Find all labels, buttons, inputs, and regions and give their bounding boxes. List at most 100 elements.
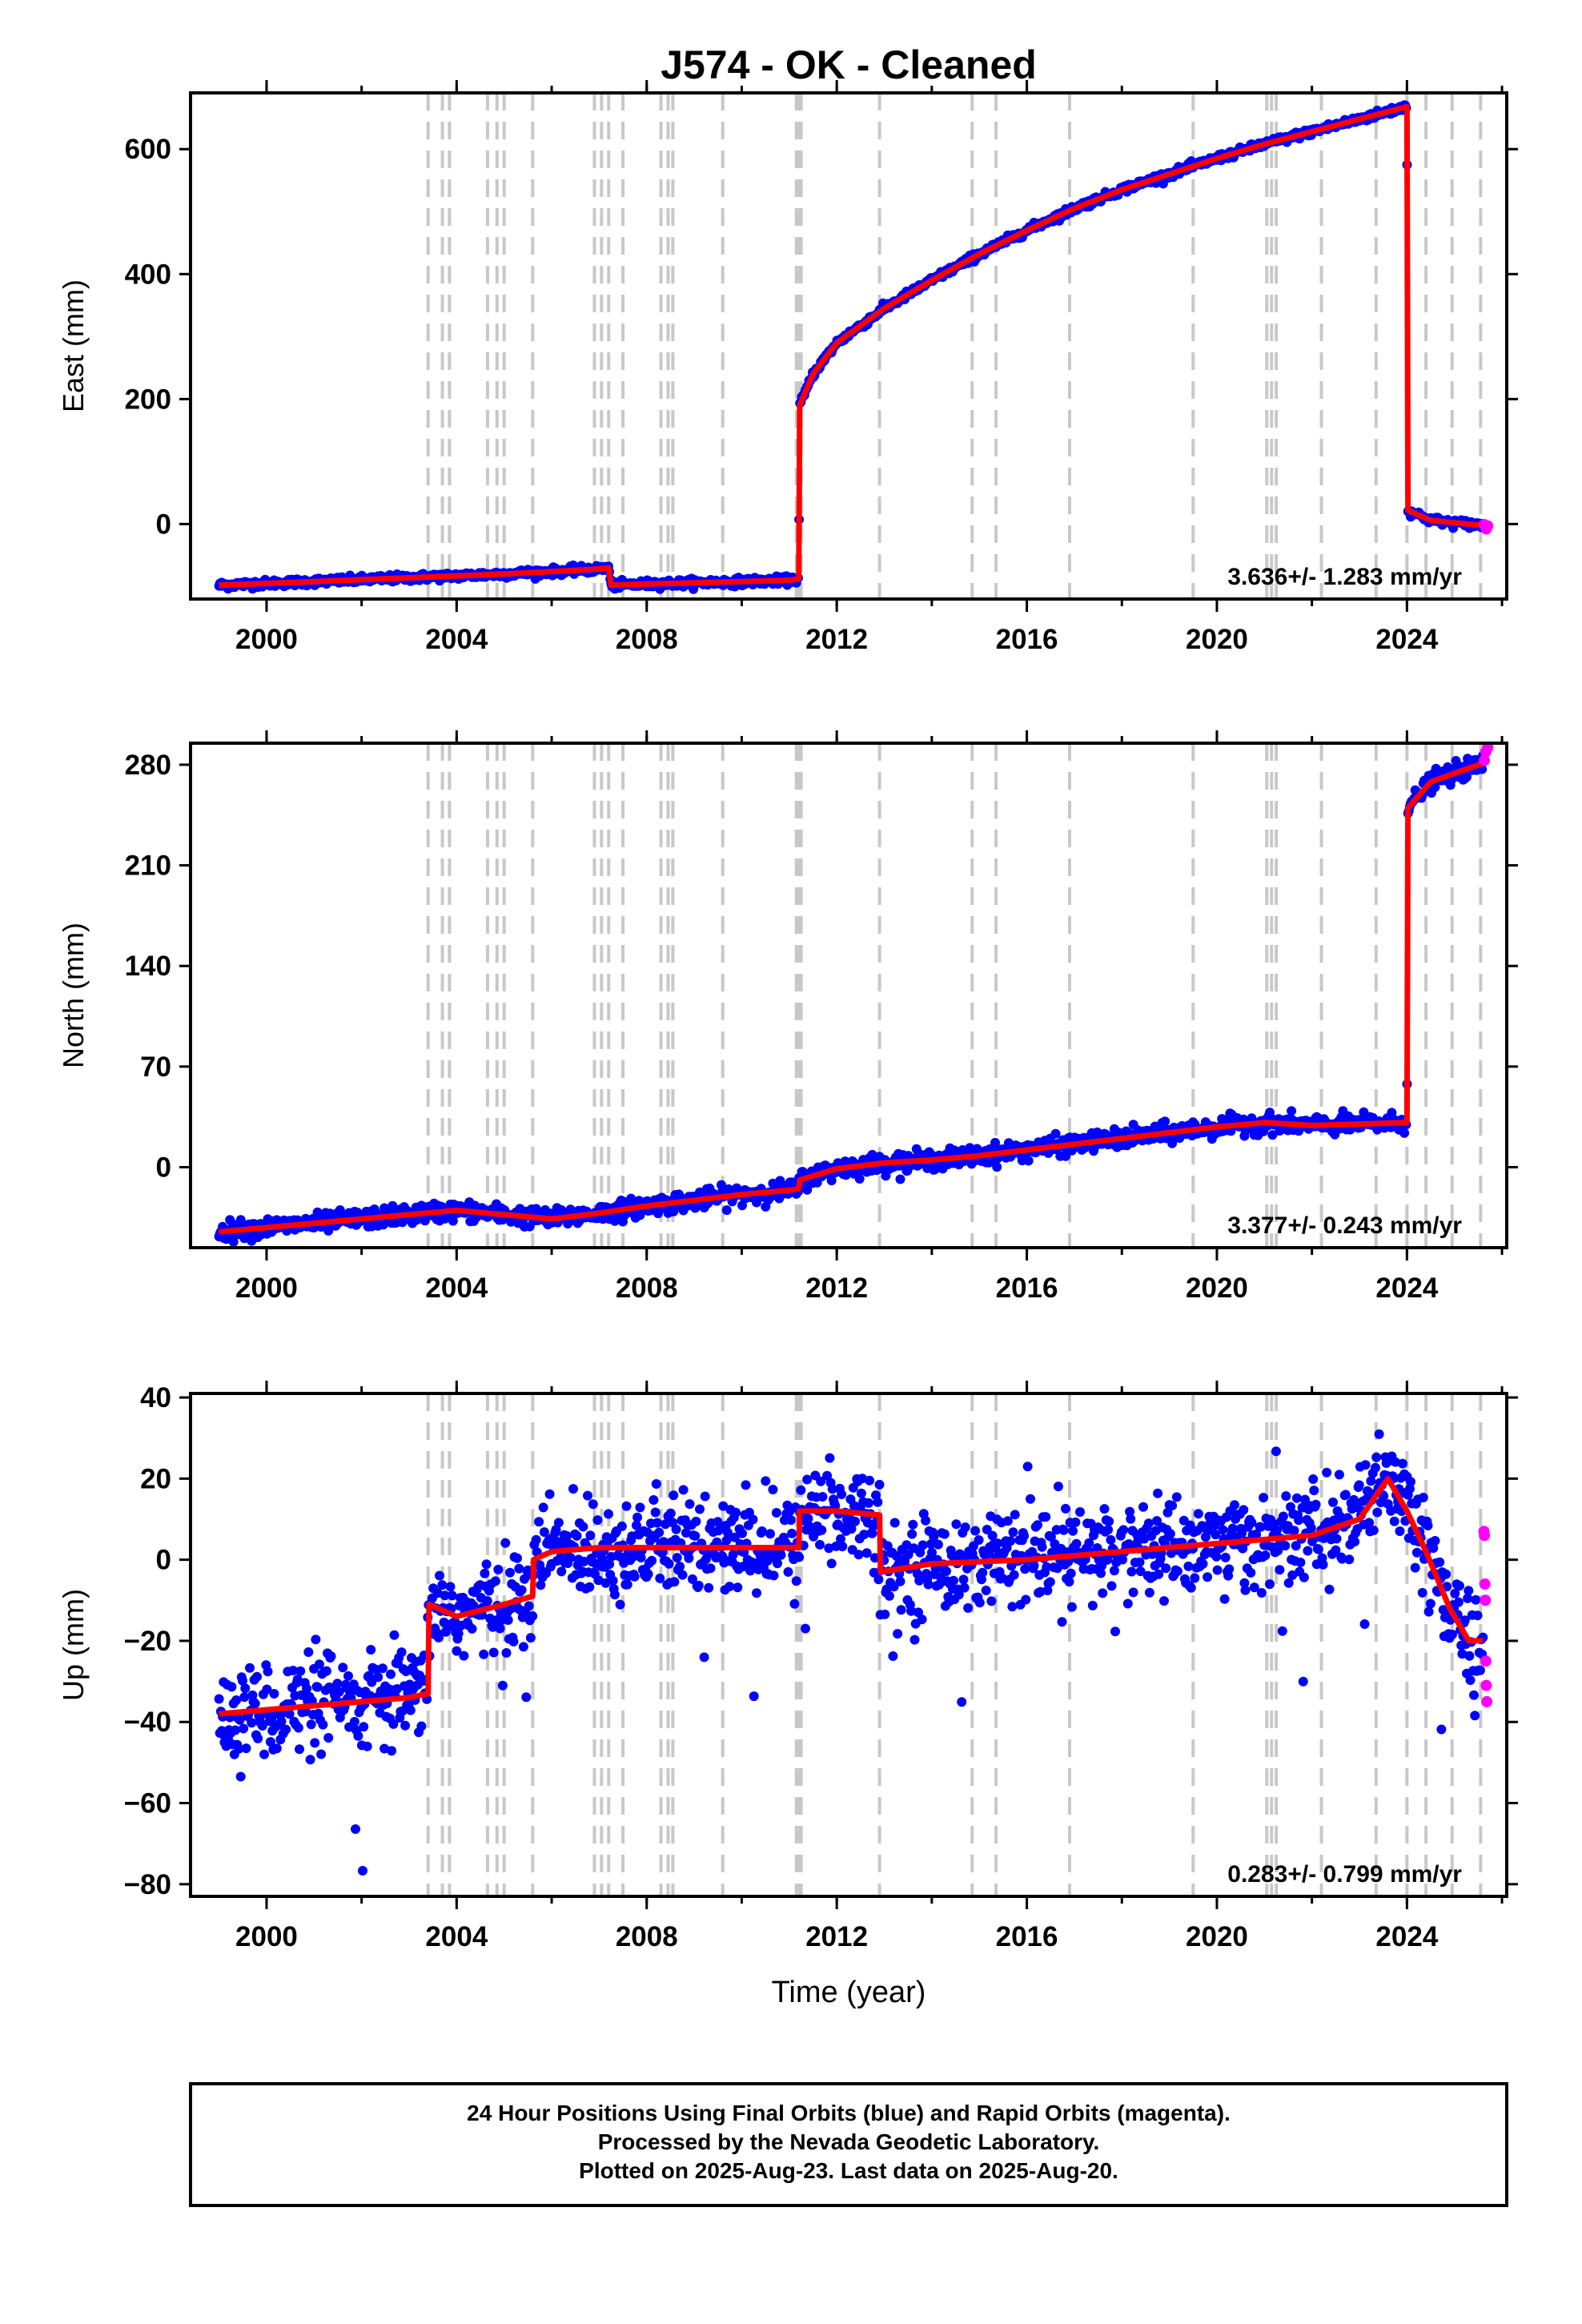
up-final-point: [387, 1746, 397, 1756]
up-final-point: [516, 1585, 527, 1595]
up-final-point: [467, 1623, 477, 1634]
up-final-point: [769, 1570, 779, 1581]
up-final-point: [856, 1488, 866, 1498]
up-final-point: [1066, 1602, 1077, 1612]
north-final-point: [721, 1205, 732, 1216]
up-final-point: [1469, 1690, 1479, 1700]
up-ytick-label: −20: [124, 1626, 171, 1657]
up-final-point: [957, 1697, 967, 1707]
up-final-point: [1309, 1486, 1319, 1496]
up-final-point: [495, 1623, 505, 1634]
up-final-point: [1104, 1516, 1114, 1526]
up-final-point: [514, 1563, 524, 1574]
up-final-point: [635, 1502, 645, 1513]
up-rapid-point: [1480, 1655, 1492, 1667]
up-final-point: [771, 1508, 781, 1518]
up-final-point: [1436, 1724, 1447, 1735]
up-final-point: [572, 1530, 582, 1541]
east-ytick-label: 600: [125, 134, 171, 165]
east-xtick-label: 2024: [1375, 624, 1438, 655]
up-final-point: [1002, 1516, 1013, 1526]
up-final-point: [963, 1602, 974, 1613]
up-final-point: [837, 1542, 848, 1552]
up-final-point: [501, 1648, 512, 1658]
up-ytick-label: −40: [124, 1707, 171, 1738]
up-ylabel: Up (mm): [57, 1589, 90, 1701]
up-final-point: [1280, 1541, 1291, 1551]
up-final-point: [503, 1615, 513, 1625]
up-final-point: [942, 1566, 951, 1576]
up-final-point: [1211, 1551, 1222, 1562]
up-final-point: [725, 1582, 735, 1592]
up-final-point: [588, 1499, 598, 1510]
up-final-point: [332, 1679, 343, 1689]
up-final-point: [908, 1519, 918, 1530]
up-final-point: [1118, 1525, 1129, 1535]
up-final-point: [312, 1682, 323, 1692]
up-final-point: [1068, 1526, 1078, 1536]
up-final-point: [1271, 1446, 1281, 1457]
up-final-point: [1247, 1518, 1257, 1528]
north-ytick-label: 280: [125, 750, 171, 781]
up-final-point: [647, 1555, 657, 1566]
up-final-point: [802, 1474, 813, 1485]
up-final-point: [1057, 1617, 1067, 1627]
north-final-point: [1023, 1156, 1034, 1166]
east-ylabel: East (mm): [57, 279, 90, 412]
up-rapid-point: [1481, 1695, 1493, 1707]
up-ytick-label: −60: [124, 1788, 171, 1819]
up-xtick-label: 2016: [996, 1921, 1058, 1952]
up-final-point: [1064, 1577, 1074, 1587]
up-final-point: [907, 1529, 917, 1539]
up-final-point: [1395, 1526, 1405, 1536]
up-final-point: [295, 1666, 306, 1676]
up-final-point: [704, 1582, 714, 1593]
east-xtick-label: 2004: [425, 624, 488, 655]
north-ylabel: North (mm): [57, 923, 90, 1068]
up-final-point: [693, 1580, 704, 1590]
up-final-point: [1246, 1567, 1256, 1578]
up-final-point: [861, 1548, 872, 1558]
up-final-point: [239, 1692, 250, 1703]
up-final-point: [1033, 1520, 1042, 1530]
chart-title: J574 - OK - Cleaned: [661, 42, 1037, 87]
up-final-point: [227, 1682, 237, 1692]
up-final-point: [493, 1564, 504, 1574]
up-xtick-label: 2004: [425, 1921, 488, 1952]
up-ytick-label: −80: [124, 1869, 171, 1900]
up-final-point: [1224, 1564, 1235, 1574]
up-final-point: [664, 1558, 674, 1569]
up-xtick-label: 2000: [235, 1921, 298, 1952]
up-final-point: [864, 1498, 873, 1508]
up-final-point: [1265, 1579, 1275, 1590]
up-final-point: [1106, 1581, 1117, 1591]
up-final-point: [684, 1553, 694, 1563]
up-final-point: [1239, 1505, 1249, 1515]
up-ytick-label: 20: [140, 1463, 171, 1494]
up-final-point: [1368, 1526, 1379, 1535]
up-final-point: [316, 1749, 327, 1759]
up-final-point: [490, 1576, 500, 1586]
up-final-point: [825, 1453, 835, 1463]
north-xtick-label: 2000: [235, 1273, 298, 1304]
up-final-point: [1277, 1626, 1287, 1636]
up-xtick-label: 2020: [1186, 1921, 1248, 1952]
up-final-point: [311, 1634, 321, 1645]
up-final-point: [1071, 1538, 1082, 1549]
up-final-point: [1006, 1536, 1016, 1546]
up-final-point: [850, 1516, 860, 1526]
up-final-point: [665, 1508, 676, 1518]
up-final-point: [1061, 1503, 1070, 1514]
up-final-point: [951, 1519, 962, 1530]
up-final-point: [505, 1567, 515, 1578]
east-plot-area: [191, 93, 1507, 599]
up-final-point: [893, 1629, 903, 1639]
north-final-point: [1160, 1116, 1170, 1127]
up-final-point: [521, 1692, 532, 1703]
up-final-point: [765, 1529, 775, 1539]
up-final-point: [253, 1733, 263, 1743]
up-final-point: [512, 1553, 522, 1563]
up-final-point: [974, 1598, 985, 1608]
up-final-point: [960, 1522, 970, 1533]
up-final-point: [776, 1550, 786, 1560]
